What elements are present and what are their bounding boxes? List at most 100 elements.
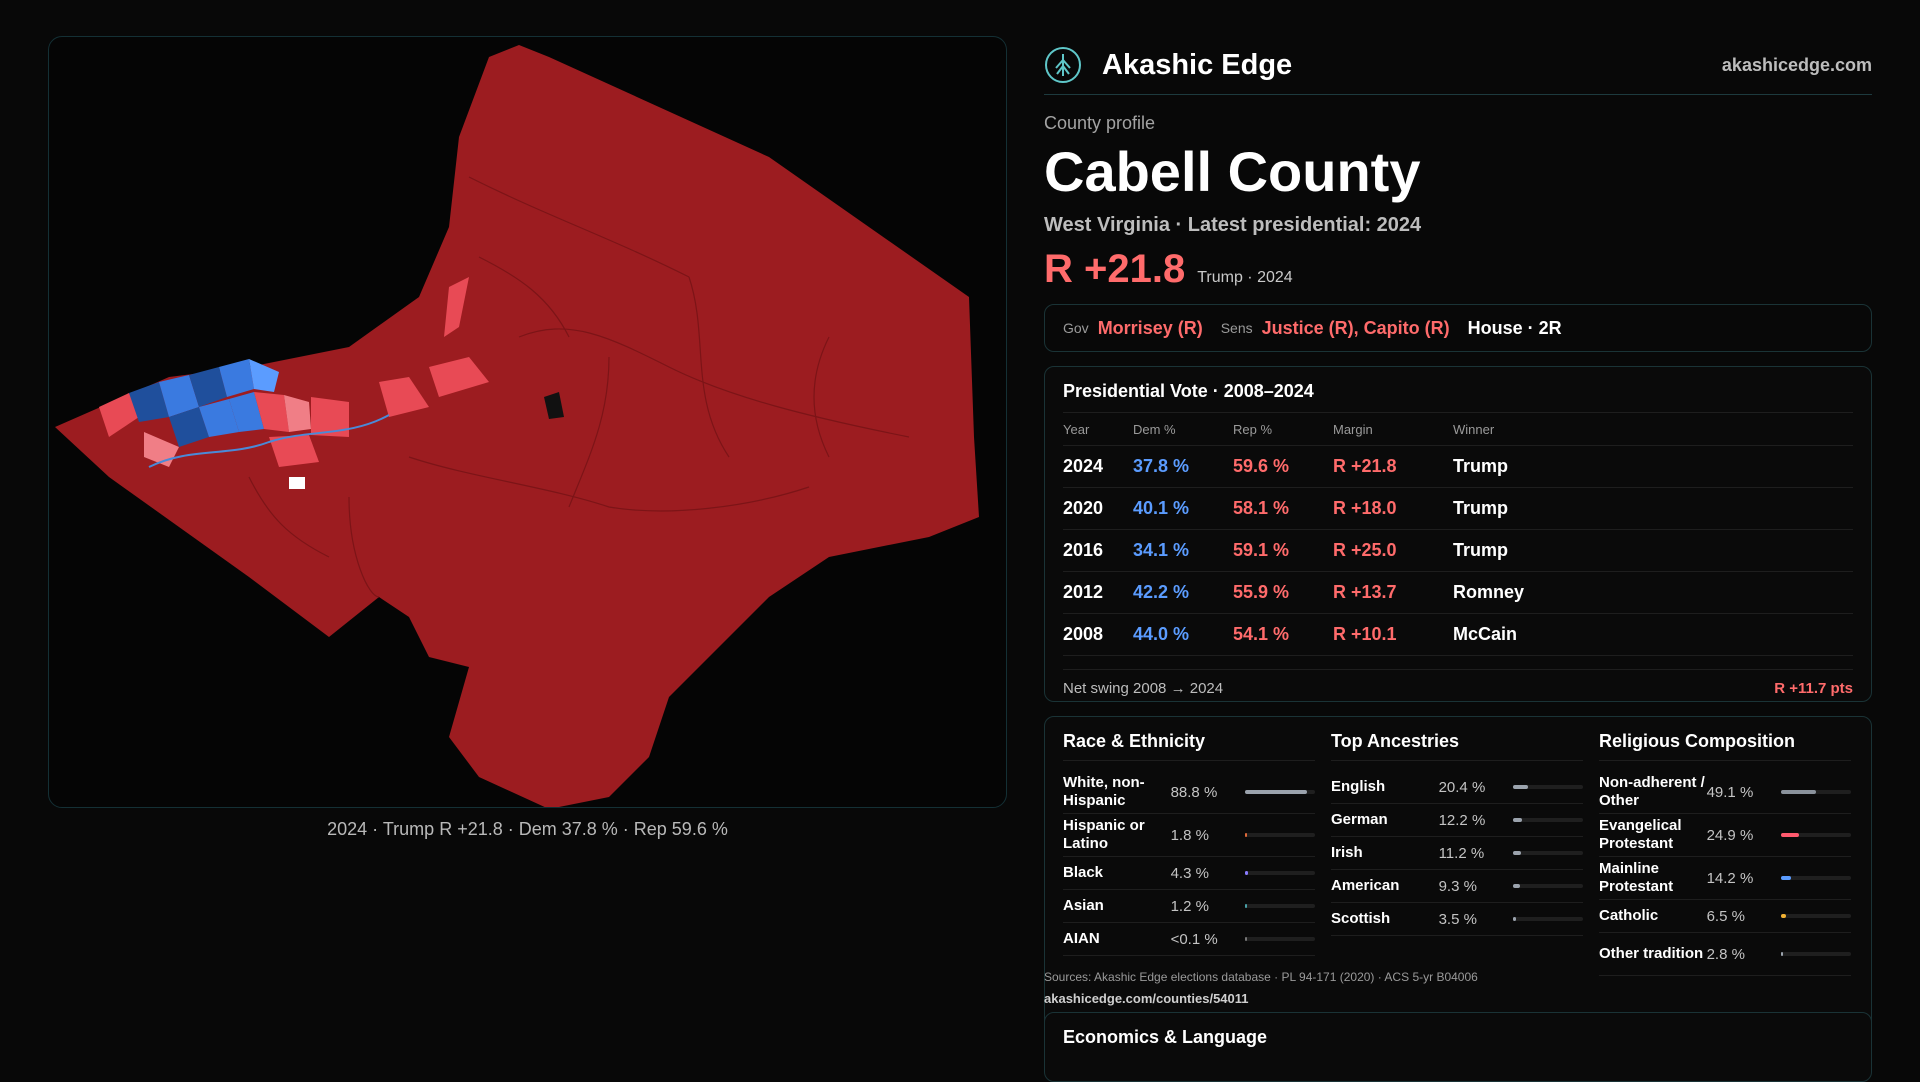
- item-value: 14.2 %: [1706, 869, 1754, 887]
- list-item: Irish 11.2 %: [1331, 837, 1583, 870]
- item-name: Other tradition: [1599, 945, 1704, 962]
- year-cell: 2008: [1063, 624, 1104, 644]
- item-bar-fill: [1245, 833, 1248, 837]
- table-row: 2024 37.8 % 59.6 % R +21.8 Trump: [1063, 446, 1853, 488]
- rep-cell: 54.1 %: [1233, 624, 1290, 644]
- dem-cell: 40.1 %: [1133, 498, 1190, 518]
- item-bar: [1781, 833, 1851, 837]
- list-item: Hispanic or Latino 1.8 %: [1063, 814, 1315, 857]
- list-item: American 9.3 %: [1331, 870, 1583, 903]
- winner-cell: Trump: [1453, 456, 1509, 476]
- sources-link[interactable]: akashicedge.com/counties/54011: [1044, 991, 1249, 1006]
- item-bar-fill: [1781, 833, 1799, 837]
- item-value: 49.1 %: [1706, 783, 1754, 801]
- item-bar-fill: [1245, 904, 1248, 908]
- religion-title: Religious Composition: [1599, 731, 1851, 761]
- gov-label: Gov: [1063, 320, 1089, 336]
- item-bar: [1781, 952, 1851, 956]
- item-bar-fill: [1245, 871, 1249, 875]
- item-bar: [1781, 914, 1851, 918]
- item-value: 1.2 %: [1170, 897, 1209, 915]
- item-value: 11.2 %: [1438, 844, 1485, 862]
- item-value: 12.2 %: [1438, 811, 1486, 829]
- col-winner: Winner: [1453, 421, 1495, 437]
- item-name: Evangelical Protestant: [1599, 817, 1682, 852]
- item-name: Asian: [1063, 897, 1104, 914]
- item-bar-fill: [1245, 937, 1248, 941]
- item-value: 1.8 %: [1170, 826, 1209, 844]
- item-name: Mainline Protestant: [1599, 860, 1674, 895]
- list-item: Asian 1.2 %: [1063, 890, 1315, 923]
- site-link[interactable]: akashicedge.com: [1721, 54, 1872, 75]
- year-cell: 2020: [1063, 498, 1104, 518]
- item-value: 4.3 %: [1170, 864, 1209, 882]
- year-cell: 2012: [1063, 582, 1104, 602]
- list-item: Mainline Protestant 14.2 %: [1599, 857, 1851, 900]
- item-name: Black: [1063, 864, 1104, 881]
- item-value: <0.1 %: [1170, 930, 1218, 948]
- margin-cell: R +10.1: [1333, 624, 1397, 644]
- item-bar: [1781, 790, 1851, 794]
- item-value: 88.8 %: [1170, 783, 1218, 801]
- col-margin: Margin: [1333, 421, 1373, 437]
- item-name: AIAN: [1063, 930, 1100, 947]
- item-bar: [1245, 937, 1315, 941]
- margin-cell: R +25.0: [1333, 540, 1397, 560]
- item-bar-fill: [1513, 851, 1522, 855]
- item-bar: [1245, 790, 1315, 794]
- presidential-title: Presidential Vote · 2008–2024: [1063, 381, 1853, 413]
- col-rep: Rep %: [1233, 421, 1273, 437]
- precinct-boundaries: [248, 176, 910, 598]
- item-bar-fill: [1513, 917, 1516, 921]
- item-value: 24.9 %: [1706, 826, 1754, 844]
- house-delegation: House · 2R: [1467, 317, 1562, 338]
- religion-section: Religious Composition Non-adherent / Oth…: [1599, 731, 1851, 976]
- ancestries-rows: English 20.4 % German 12.2 % Irish 11.2 % Amer…: [1331, 771, 1583, 936]
- table-header: Year Dem % Rep % Margin Winner: [1063, 413, 1853, 446]
- tree-logo-icon[interactable]: [1044, 46, 1082, 84]
- item-bar: [1245, 833, 1315, 837]
- county-shape: [55, 45, 979, 807]
- item-bar-fill: [1781, 914, 1786, 918]
- margin-value: R +21.8: [1044, 247, 1186, 291]
- dem-cell: 44.0 %: [1133, 624, 1190, 644]
- list-item: Non-adherent / Other 49.1 %: [1599, 771, 1851, 814]
- margin-cell: R +21.8: [1333, 456, 1397, 476]
- rep-cell: 58.1 %: [1233, 498, 1290, 518]
- item-name: Non-adherent / Other: [1599, 774, 1705, 809]
- margin-cell: R +18.0: [1333, 498, 1397, 518]
- item-name: Scottish: [1331, 910, 1391, 927]
- item-bar: [1513, 851, 1583, 855]
- rep-cell: 59.1 %: [1233, 540, 1290, 560]
- list-item: German 12.2 %: [1331, 804, 1583, 837]
- item-bar: [1513, 818, 1583, 822]
- item-name: White, non-Hispanic: [1063, 774, 1145, 809]
- item-value: 6.5 %: [1706, 907, 1745, 925]
- item-name: American: [1331, 877, 1400, 894]
- item-name: Irish: [1331, 844, 1363, 861]
- brand-name[interactable]: Akashic Edge: [1102, 48, 1293, 81]
- year-cell: 2016: [1063, 540, 1104, 560]
- item-name: English: [1331, 778, 1386, 795]
- list-item: Catholic 6.5 %: [1599, 900, 1851, 933]
- margin-summary: R +21.8 Trump · 2024: [1044, 247, 1872, 292]
- list-item: Scottish 3.5 %: [1331, 903, 1583, 936]
- rep-cell: 59.6 %: [1233, 456, 1290, 476]
- item-bar: [1513, 785, 1583, 789]
- table-row: 2016 34.1 % 59.1 % R +25.0 Trump: [1063, 530, 1853, 572]
- urban-precincts: [99, 277, 564, 489]
- table-row: 2020 40.1 % 58.1 % R +18.0 Trump: [1063, 488, 1853, 530]
- officials-bar: Gov Morrisey (R) Sens Justice (R), Capit…: [1044, 304, 1872, 352]
- county-map-panel[interactable]: [48, 36, 1007, 808]
- dem-cell: 37.8 %: [1133, 456, 1190, 476]
- list-item: AIAN <0.1 %: [1063, 923, 1315, 956]
- race-rows: White, non-Hispanic 88.8 % Hispanic or Lat…: [1063, 771, 1315, 956]
- item-bar: [1245, 871, 1315, 875]
- winner-cell: Romney: [1453, 582, 1525, 602]
- winner-cell: McCain: [1453, 624, 1518, 644]
- ancestries-title: Top Ancestries: [1331, 731, 1583, 761]
- dem-cell: 34.1 %: [1133, 540, 1190, 560]
- net-swing: Net swing 2008 → 2024 R +11.7 pts: [1063, 669, 1853, 697]
- precinct-map[interactable]: [49, 37, 1007, 808]
- item-name: Catholic: [1599, 907, 1659, 924]
